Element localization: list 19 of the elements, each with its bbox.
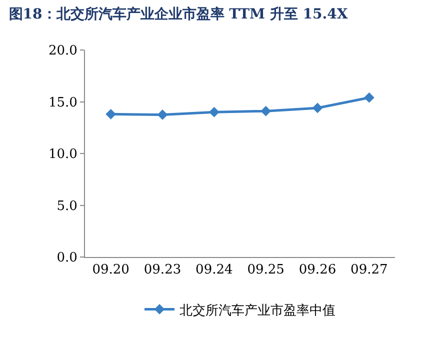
- legend-label: 北交所汽车产业市盈率中值: [180, 302, 336, 318]
- x-tick-label: 09.24: [196, 262, 233, 278]
- point: [208, 106, 220, 118]
- point: [364, 92, 374, 103]
- point: [157, 109, 168, 120]
- y-tick-label: 20.0: [48, 44, 78, 59]
- point: [106, 108, 116, 120]
- y-tick-label: 15.0: [48, 95, 78, 110]
- x-tick-label: 09.27: [350, 262, 388, 278]
- x-tick-label: 09.26: [298, 262, 336, 278]
- x-tick-label: 09.23: [144, 262, 182, 278]
- y-tick-label: 5.0: [56, 198, 78, 214]
- point: [312, 102, 323, 114]
- x-tick-label: 09.20: [92, 262, 130, 278]
- x-tick-label: 09.25: [247, 262, 284, 278]
- y-tick-label: 10.0: [48, 147, 78, 162]
- point: [260, 106, 272, 116]
- y-tick-label: 0.0: [56, 250, 78, 266]
- chart-title: 图18：北交所汽车产业企业市盈率 TTM 升至 15.4X: [8, 5, 348, 22]
